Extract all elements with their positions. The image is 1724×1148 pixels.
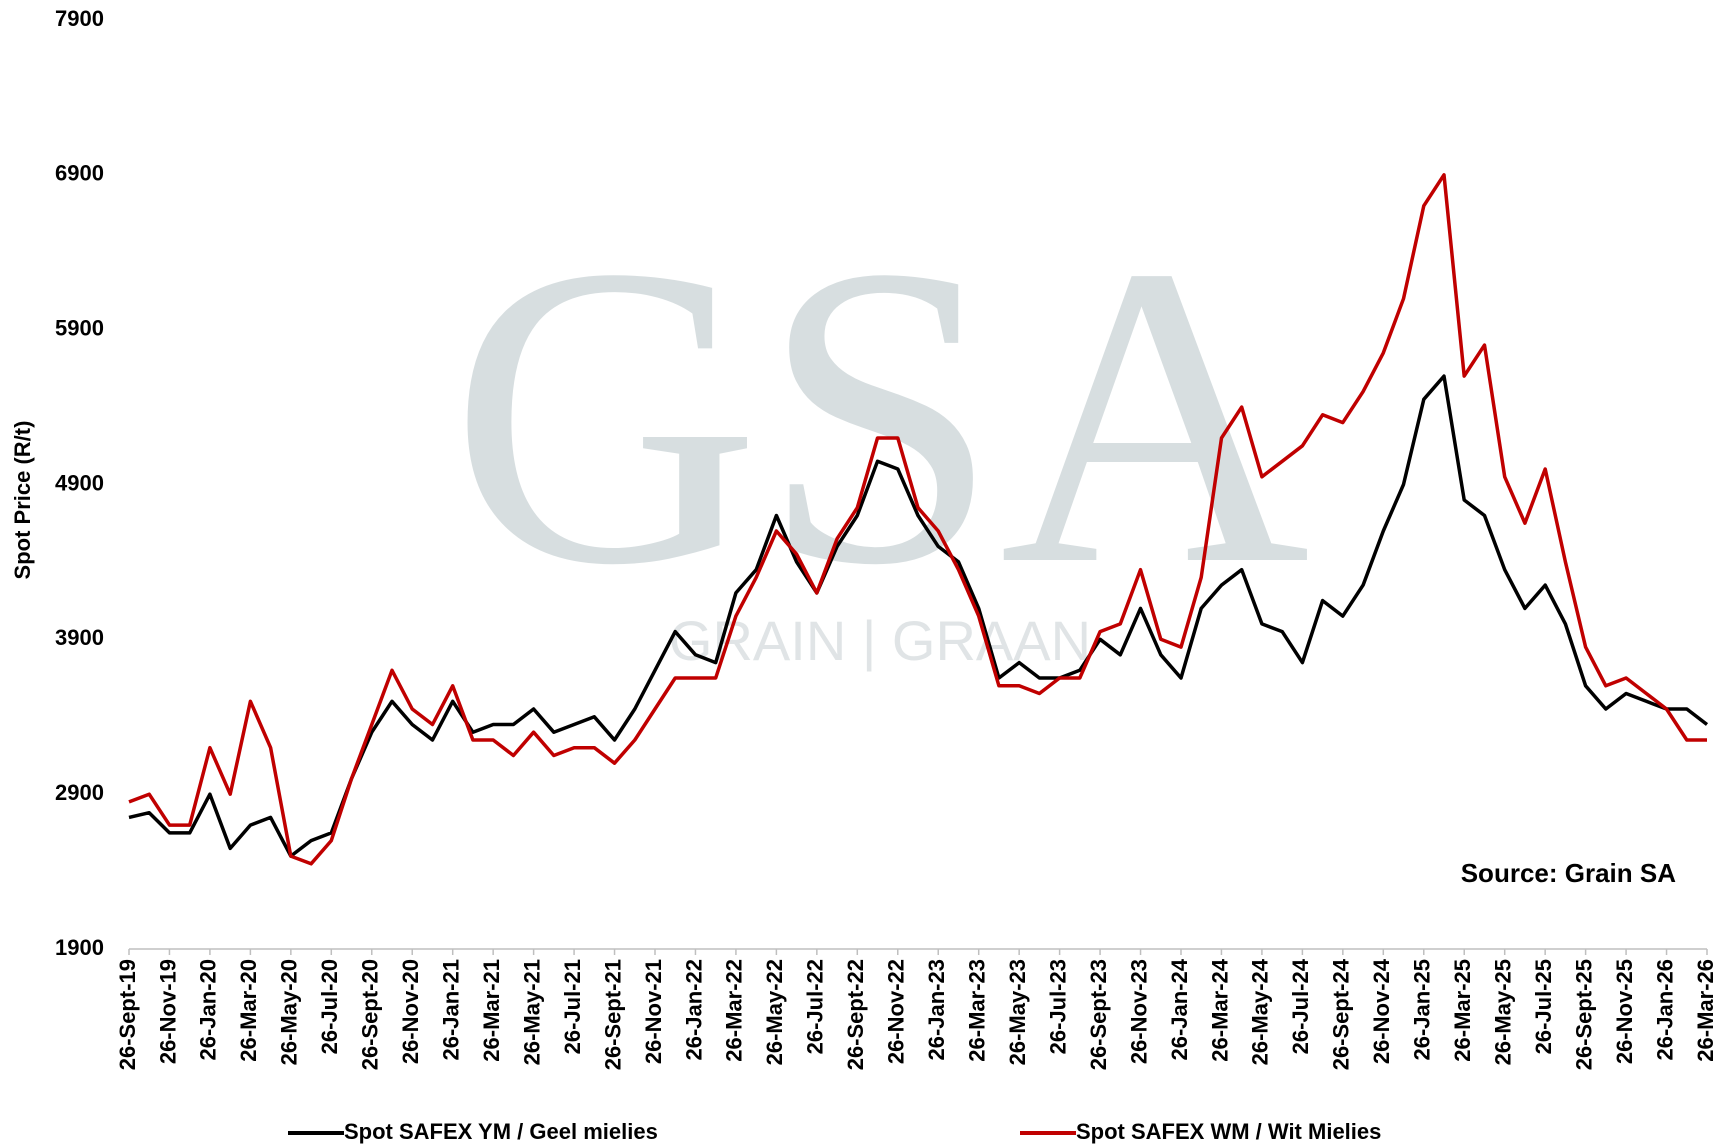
x-tick-label: 26-Jul-24 — [1288, 958, 1313, 1054]
y-tick-label: 6900 — [55, 161, 104, 186]
x-tick-label: 26-Jan-21 — [439, 959, 464, 1061]
x-tick-label: 26-Jan-24 — [1167, 958, 1192, 1060]
y-axis-label: Spot Price (R/t) — [10, 421, 35, 580]
x-tick-label: 26-Mar-20 — [236, 959, 261, 1062]
x-tick-label: 26-Jan-26 — [1652, 959, 1677, 1061]
x-tick-label: 26-Jan-22 — [681, 959, 706, 1061]
x-tick-label: 26-Mar-24 — [1207, 958, 1232, 1061]
x-tick-label: 26-Nov-20 — [398, 959, 423, 1064]
series-line — [128, 374, 1709, 858]
watermark: GSA GRAIN | GRAAN — [450, 178, 1310, 672]
x-tick-label: 26-Jan-25 — [1410, 959, 1435, 1061]
x-tick-label: 26-Sept-22 — [843, 959, 868, 1070]
watermark-text: GRAIN | GRAAN — [669, 609, 1091, 672]
x-tick-label: 26-Mar-26 — [1693, 959, 1718, 1062]
x-tick-label: 26-Mar-22 — [722, 959, 747, 1062]
y-tick-label: 4900 — [55, 470, 104, 495]
y-tick-label: 5900 — [55, 315, 104, 340]
legend-label: Spot SAFEX WM / Wit Mielies — [1076, 1119, 1381, 1144]
x-tick-label: 26-Mar-23 — [965, 959, 990, 1062]
x-tick-label: 26-May-20 — [277, 959, 302, 1065]
x-tick-label: 26-Nov-22 — [884, 959, 909, 1064]
x-tick-label: 26-May-25 — [1491, 959, 1516, 1065]
x-tick-label: 26-Mar-25 — [1450, 959, 1475, 1062]
legend-label: Spot SAFEX YM / Geel mielies — [344, 1119, 658, 1144]
x-tick-label: 26-Sept-20 — [358, 959, 383, 1070]
y-tick-label: 1900 — [55, 935, 104, 960]
x-tick-label: 26-Jan-20 — [196, 959, 221, 1061]
x-tick-label: 26-Jul-25 — [1531, 959, 1556, 1054]
x-tick-label: 26-Nov-24 — [1369, 958, 1394, 1064]
x-tick-label: 26-May-24 — [1248, 958, 1273, 1065]
x-tick-label: 26-Nov-19 — [155, 959, 180, 1064]
x-tick-label: 26-Sept-21 — [600, 959, 625, 1070]
watermark-logo: GSA — [450, 178, 1310, 654]
x-tick-label: 26-Sept-25 — [1571, 959, 1596, 1070]
x-tick-label: 26-Mar-21 — [479, 959, 504, 1062]
x-tick-label: 26-Jul-20 — [317, 959, 342, 1054]
x-tick-label: 26-Jul-23 — [1045, 959, 1070, 1054]
x-tick-label: 26-May-21 — [519, 959, 544, 1065]
x-tick-label: 26-Jan-23 — [924, 959, 949, 1061]
annotation: Source: Grain SA — [1461, 858, 1676, 888]
y-tick-label: 3900 — [55, 625, 104, 650]
x-tick-label: 26-May-22 — [762, 959, 787, 1065]
x-tick-label: 26-Nov-23 — [1126, 959, 1151, 1064]
x-tick-label: 26-Jul-21 — [560, 959, 585, 1054]
x-tick-label: 26-Nov-25 — [1612, 959, 1637, 1064]
x-tick-label: 26-Sept-23 — [1086, 959, 1111, 1070]
x-tick-label: 26-Nov-21 — [641, 959, 666, 1064]
x-tick-label: 26-Sept-19 — [115, 959, 140, 1070]
series-line — [128, 173, 1707, 866]
x-tick-label: 26-May-23 — [1005, 959, 1030, 1065]
y-tick-label: 2900 — [55, 780, 104, 805]
y-tick-label: 7900 — [55, 6, 104, 31]
x-tick-label: 26-Jul-22 — [803, 959, 828, 1054]
x-tick-label: 26-Sept-24 — [1329, 958, 1354, 1070]
